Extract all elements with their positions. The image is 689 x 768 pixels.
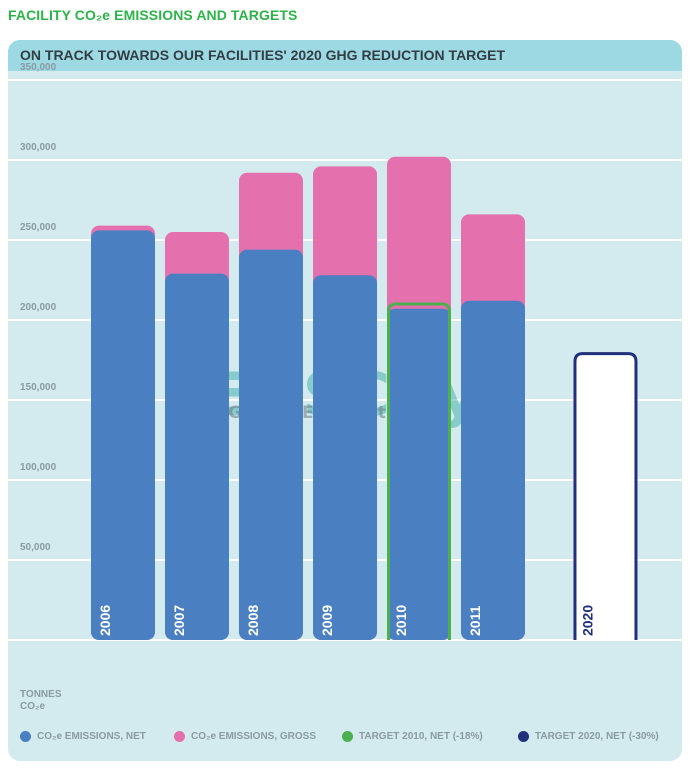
legend-swatch-gross (174, 731, 185, 742)
chart-legend: CO₂e EMISSIONS, NET CO₂e EMISSIONS, GROS… (8, 731, 682, 749)
chart-title: ON TRACK TOWARDS OUR FACILITIES' 2020 GH… (20, 47, 506, 63)
x-category-label: 2011 (467, 605, 483, 636)
y-axis-unit-line2: CO₂e (20, 701, 46, 712)
chart-plot: 50,000 100,000 150,000 200,000 250,000 300,00… (8, 62, 682, 641)
y-tick-label: 150,000 (20, 382, 57, 393)
x-category-label: 2009 (319, 605, 335, 636)
x-category-label: 2007 (171, 605, 187, 636)
legend-swatch-net (20, 731, 31, 742)
x-category-label: 2020 (579, 605, 595, 636)
x-category-label: 2010 (393, 605, 409, 636)
y-tick-label: 350,000 (20, 62, 57, 73)
legend-swatch-target-2020 (518, 731, 529, 742)
bar-net-2006 (91, 230, 155, 640)
chart-header: ON TRACK TOWARDS OUR FACILITIES' 2020 GH… (8, 40, 682, 71)
y-tick-label: 300,000 (20, 142, 57, 153)
chart-panel: ON TRACK TOWARDS OUR FACILITIES' 2020 GH… (8, 40, 682, 761)
legend-label-net: CO₂e EMISSIONS, NET (37, 731, 146, 742)
x-category-label: 2008 (245, 605, 261, 636)
bar-net-2007 (165, 273, 229, 640)
y-tick-label: 250,000 (20, 222, 57, 233)
y-tick-label: 50,000 (20, 542, 51, 553)
y-axis-unit-line1: TONNES (20, 689, 62, 700)
legend-label-target-2010: TARGET 2010, NET (-18%) (359, 731, 483, 742)
bar-net-2010 (387, 308, 451, 640)
bar-net-2008 (239, 249, 303, 640)
bar-net-2011 (461, 300, 525, 640)
target-outline-2010 (387, 302, 451, 640)
legend-item-target-2010: TARGET 2010, NET (-18%) (342, 731, 483, 742)
legend-item-net: CO₂e EMISSIONS, NET (20, 731, 146, 742)
x-category-label: 2006 (97, 605, 113, 636)
page-title: FACILITY CO₂e EMISSIONS AND TARGETS (8, 7, 298, 23)
legend-item-target-2020: TARGET 2020, NET (-30%) (518, 731, 659, 742)
legend-swatch-target-2010 (342, 731, 353, 742)
legend-label-gross: CO₂e EMISSIONS, GROSS (191, 731, 317, 742)
legend-item-gross: CO₂e EMISSIONS, GROSS (174, 731, 316, 742)
bar-net-2009 (313, 275, 377, 640)
y-tick-label: 200,000 (20, 302, 57, 313)
legend-label-target-2020: TARGET 2020, NET (-30%) (535, 731, 659, 742)
y-axis-unit-label: TONNES CO₂e (20, 689, 62, 713)
target-outline-2020 (573, 352, 638, 640)
y-tick-label: 100,000 (20, 462, 57, 473)
